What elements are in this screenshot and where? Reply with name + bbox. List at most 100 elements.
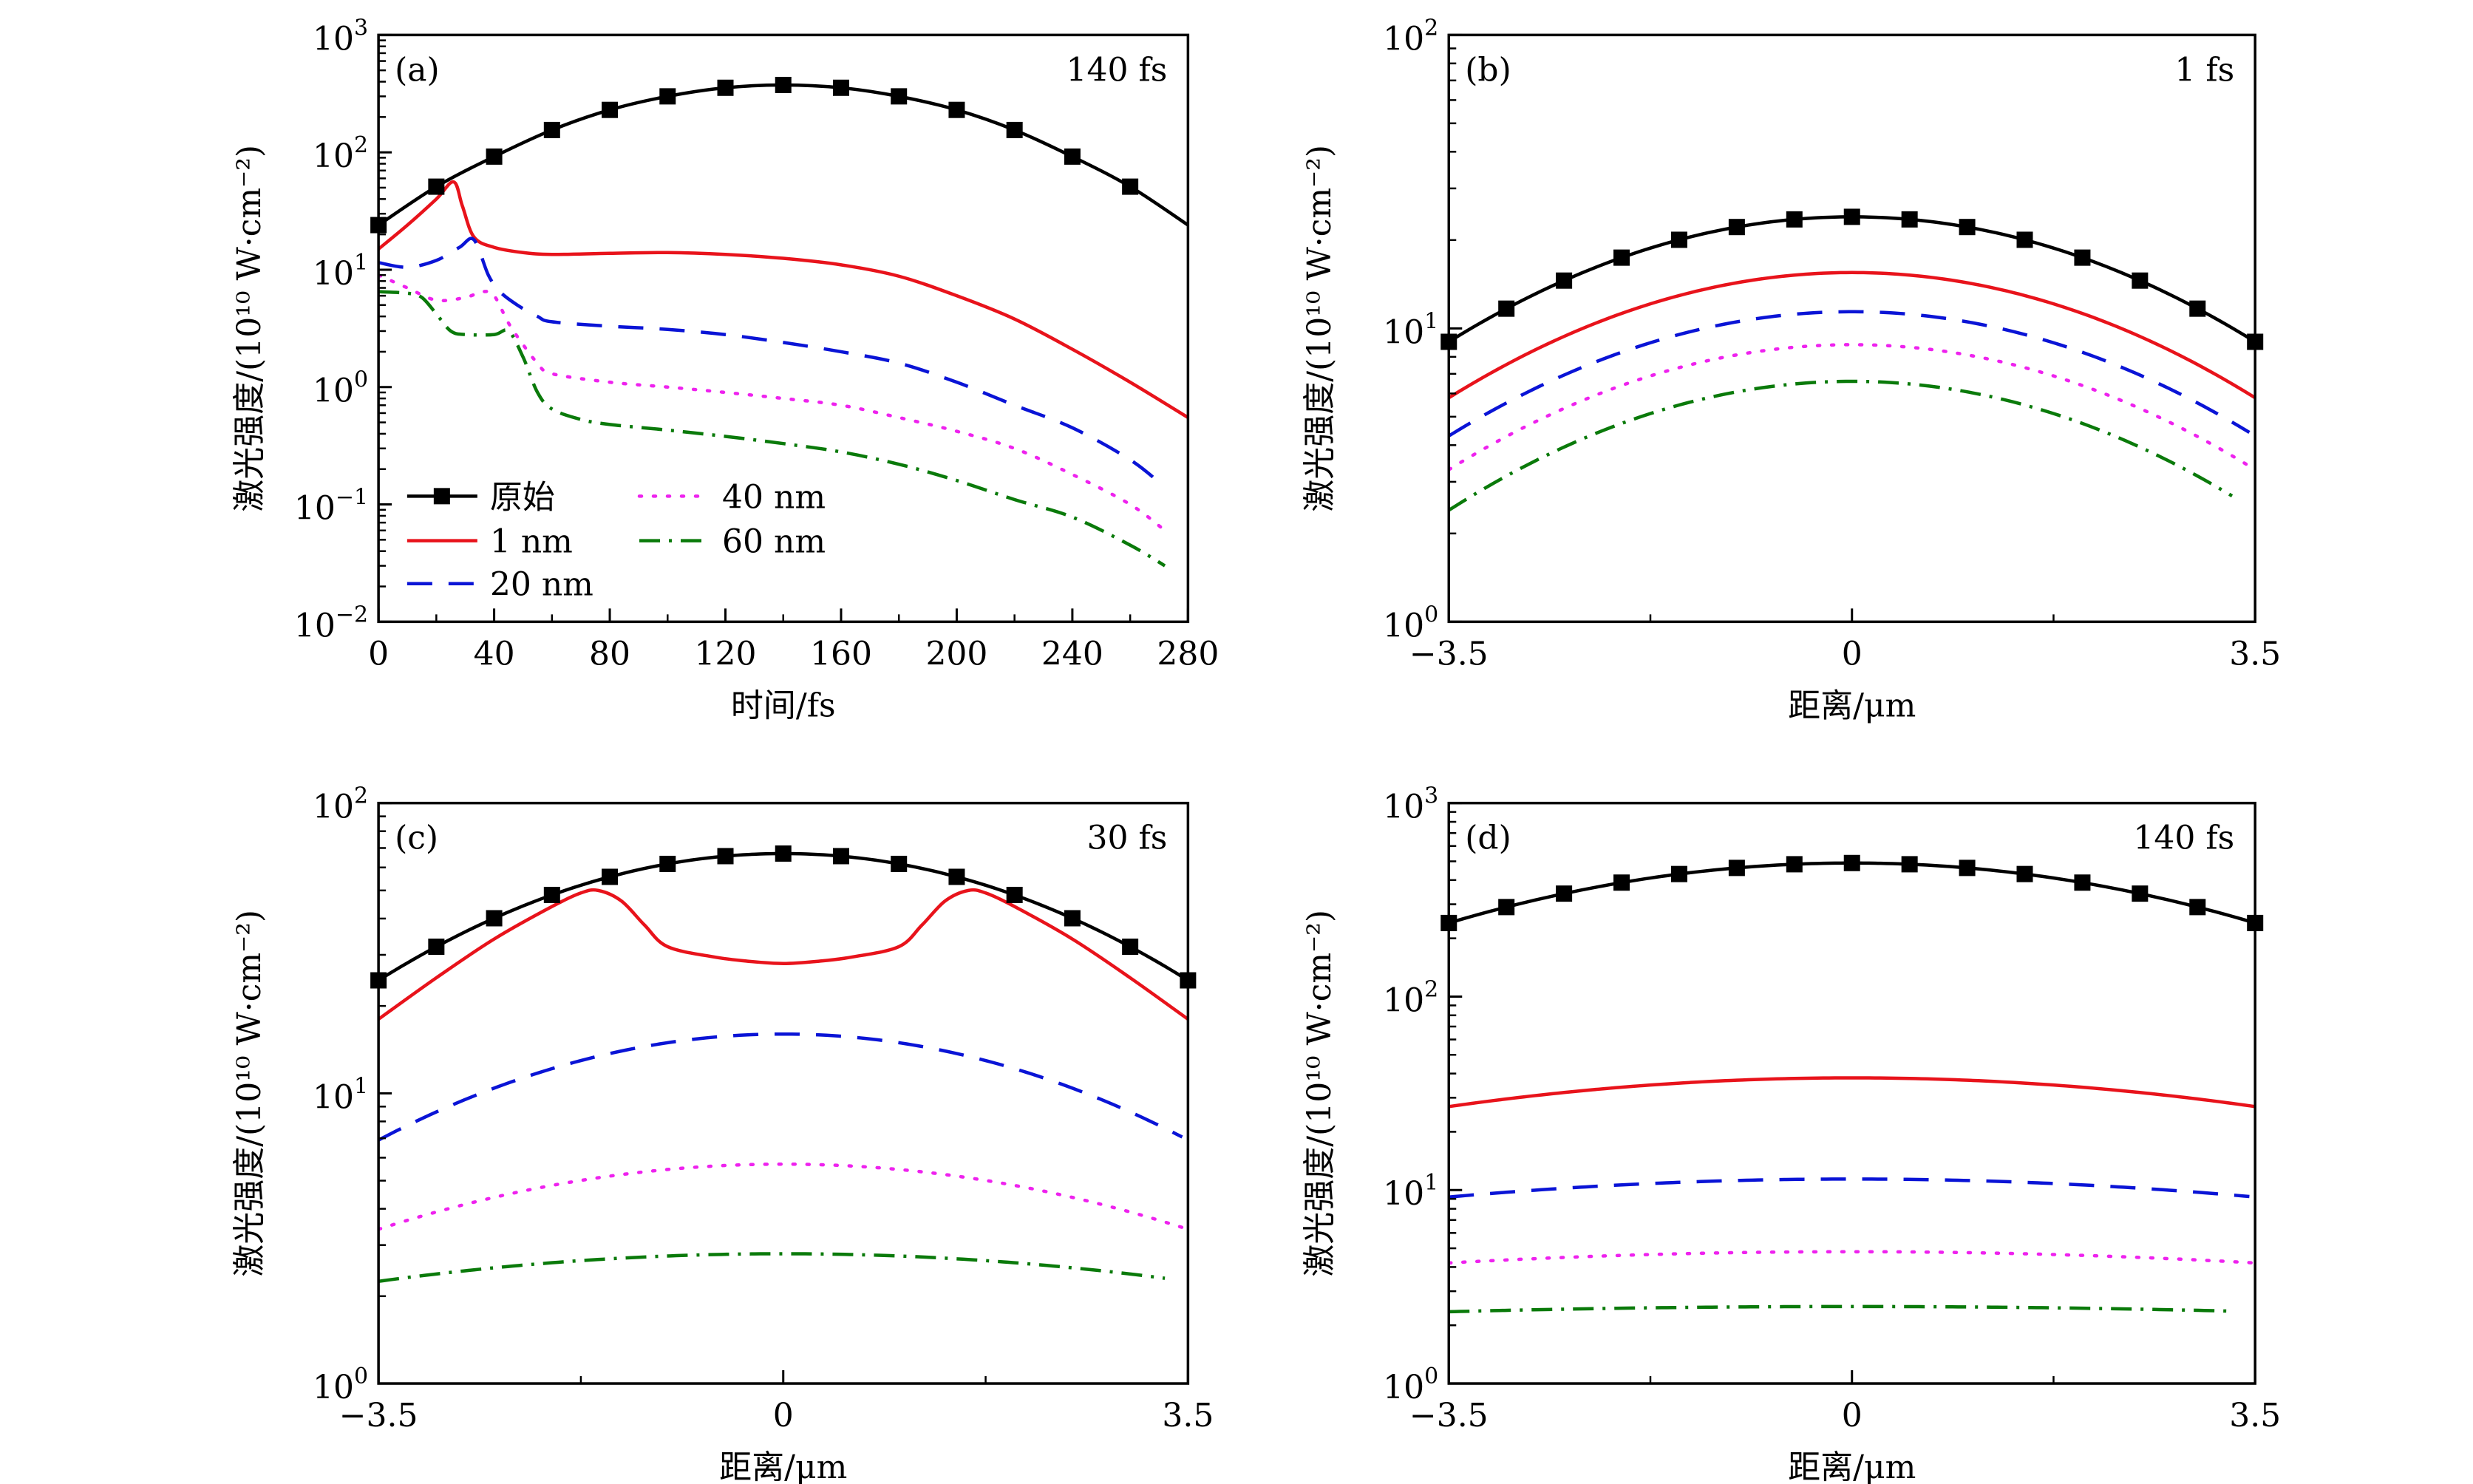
x-tick-label: 3.5 (1162, 1397, 1214, 1434)
data-marker-square (1959, 860, 1976, 877)
x-tick-label: 160 (810, 635, 872, 673)
plot-frame (377, 801, 1190, 1385)
data-marker-square (1728, 219, 1745, 236)
y-tick-exponent: −1 (336, 485, 368, 511)
data-marker-square (717, 79, 734, 96)
legend-item-nm1: 1 nm (407, 523, 573, 561)
data-marker-square (602, 101, 619, 118)
y-tick-base: 10 (1383, 607, 1424, 644)
series-line-nm1 (1449, 270, 2256, 400)
y-tick-exponent: 0 (354, 1364, 368, 1389)
y-axis-title: 激光强度/(10¹⁰ W·cm⁻²) (231, 910, 268, 1277)
x-axis-title: 时间/fs (731, 687, 836, 724)
x-tick-label: 0 (1842, 635, 1863, 673)
data-marker-square (832, 79, 849, 96)
y-tick-exponent: 2 (354, 132, 368, 158)
data-marker-square (2189, 300, 2206, 317)
data-marker-square (1901, 211, 1918, 228)
y-tick-label: 100 (1383, 1364, 1438, 1406)
y-tick-exponent: 0 (1424, 602, 1438, 627)
legend-label: 40 nm (722, 478, 826, 516)
data-marker-square (1786, 211, 1803, 228)
data-marker-square (659, 855, 676, 872)
y-tick-exponent: 0 (1424, 1364, 1438, 1389)
legend-marker-square (433, 488, 450, 505)
legend-label: 原始 (490, 478, 555, 516)
y-tick-label: 100 (313, 367, 368, 410)
legend-item-nm60: 60 nm (639, 523, 826, 561)
y-tick-base: 10 (1383, 313, 1424, 351)
data-marker-square (1901, 856, 1918, 873)
legend-label: 1 nm (490, 523, 573, 561)
data-marker-square (543, 121, 560, 138)
y-tick-base: 10 (1383, 789, 1424, 826)
y-tick-label: 102 (1383, 15, 1438, 58)
series-line-nm60 (1449, 1304, 2233, 1314)
series-line-nm40 (378, 273, 1167, 533)
y-tick-label: 101 (313, 250, 368, 293)
y-tick-base: 10 (313, 20, 354, 58)
y-tick-exponent: 2 (1424, 976, 1438, 1002)
x-tick-label: 280 (1157, 635, 1219, 673)
data-marker-square (486, 910, 503, 927)
y-tick-base: 10 (294, 490, 336, 528)
panel-tag: (c) (395, 820, 438, 857)
legend-label: 60 nm (722, 523, 826, 561)
x-tick-label: 3.5 (2229, 635, 2281, 673)
series-line-nm60 (378, 1252, 1166, 1283)
legend: 原始 1 nm 20 nm 40 nm 60 nm (407, 478, 826, 604)
data-marker-square (775, 845, 792, 862)
y-tick-label: 100 (313, 1364, 368, 1406)
panel-annotation: 30 fs (1087, 820, 1168, 857)
data-marker-square (1670, 865, 1687, 882)
panel-tag: (d) (1465, 820, 1511, 857)
y-tick-label: 10−2 (294, 602, 368, 644)
y-tick-exponent: 2 (354, 783, 368, 809)
y-tick-label: 100 (1383, 602, 1438, 644)
legend-item-original: 原始 (407, 478, 555, 516)
data-marker-square (1064, 148, 1081, 165)
data-marker-square (2189, 899, 2206, 916)
data-marker-square (1556, 272, 1573, 289)
data-marker-square (1122, 178, 1139, 195)
data-marker-square (1006, 886, 1023, 903)
y-tick-exponent: 1 (354, 1073, 368, 1099)
series-line-nm1 (378, 180, 1188, 419)
y-tick-label: 101 (1383, 1170, 1438, 1213)
y-tick-base: 10 (1383, 1369, 1424, 1406)
data-marker-square (2016, 865, 2033, 882)
panel-tag: (a) (395, 51, 440, 89)
data-marker-square (948, 868, 965, 885)
series-group (1449, 861, 2256, 1314)
data-marker-square (2074, 874, 2091, 891)
y-tick-exponent: 1 (1424, 1170, 1438, 1196)
data-marker-square (832, 848, 849, 865)
panel-annotation: 1 fs (2174, 51, 2234, 89)
x-axis-title: 距离/μm (1788, 1449, 1916, 1484)
data-marker-square (2074, 249, 2091, 266)
legend-item-nm20: 20 nm (407, 566, 593, 604)
y-tick-exponent: 1 (1424, 308, 1438, 334)
data-marker-square (1670, 231, 1687, 248)
data-marker-square (1064, 910, 1081, 927)
series-line-nm40 (1449, 343, 2256, 472)
data-marker-square (2016, 231, 2033, 248)
series-line-nm40 (1449, 1250, 2256, 1265)
x-tick-label: 3.5 (2229, 1397, 2281, 1434)
data-marker-square (1498, 899, 1515, 916)
y-tick-label: 102 (1383, 976, 1438, 1019)
x-axis-title: 距离/μm (1788, 687, 1916, 724)
series-line-nm60 (378, 290, 1166, 568)
data-marker-square (1498, 300, 1515, 317)
y-axis-title: 激光强度/(10¹⁰ W·cm⁻²) (1301, 910, 1338, 1277)
x-tick-label: 80 (589, 635, 630, 673)
y-tick-base: 10 (313, 255, 354, 293)
data-marker-square (891, 88, 908, 105)
data-marker-square (891, 855, 908, 872)
y-tick-base: 10 (313, 1078, 354, 1116)
series-line-nm1 (378, 888, 1188, 1021)
plot-frame (1447, 33, 2256, 624)
